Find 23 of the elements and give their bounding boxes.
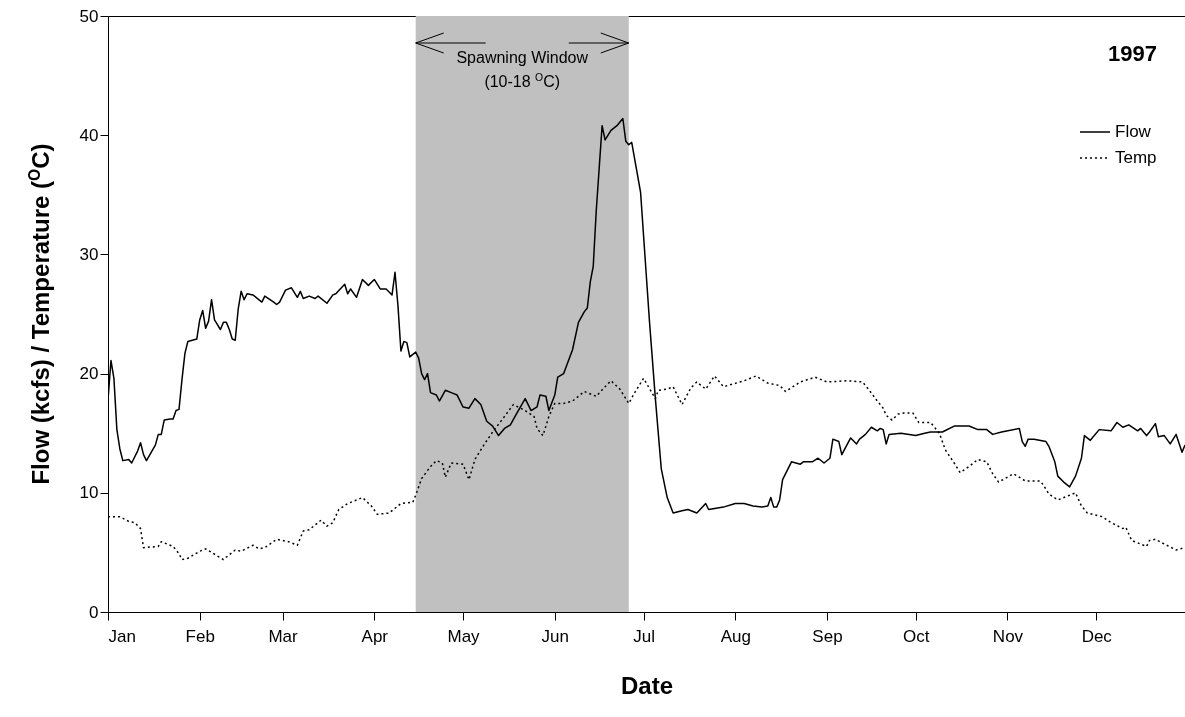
x-tick-label: Nov xyxy=(992,626,1024,646)
x-tick-label: Apr xyxy=(361,626,389,646)
y-tick-label: 30 xyxy=(79,244,99,264)
band-label: Spawning Window (10-18 $^{O}$C) xyxy=(456,48,589,93)
x-axis-title: Date xyxy=(620,671,674,699)
x-tick-label: Mar xyxy=(268,626,299,646)
y-tick-label: 0 xyxy=(89,602,99,622)
x-tick-label: Jul xyxy=(633,626,655,646)
legend-label: Temp xyxy=(1115,148,1157,167)
y-tick-label: 10 xyxy=(79,483,99,503)
legend-title: 1997 xyxy=(1108,41,1157,66)
x-tick-label: Feb xyxy=(185,626,215,646)
x-tick-label: Aug xyxy=(720,626,751,646)
legend-label: Flow xyxy=(1115,122,1152,141)
x-tick-label: Jun xyxy=(541,626,569,646)
x-tick-label: Jan xyxy=(108,626,136,646)
y-tick-label: 20 xyxy=(79,364,99,384)
x-tick-label: Sep xyxy=(812,626,843,646)
x-tick-label: Dec xyxy=(1081,626,1113,646)
x-tick-label: Oct xyxy=(903,626,930,646)
y-tick-label: 40 xyxy=(79,125,99,145)
x-tick-label: May xyxy=(447,626,481,646)
y-tick-label: 50 xyxy=(79,6,99,26)
